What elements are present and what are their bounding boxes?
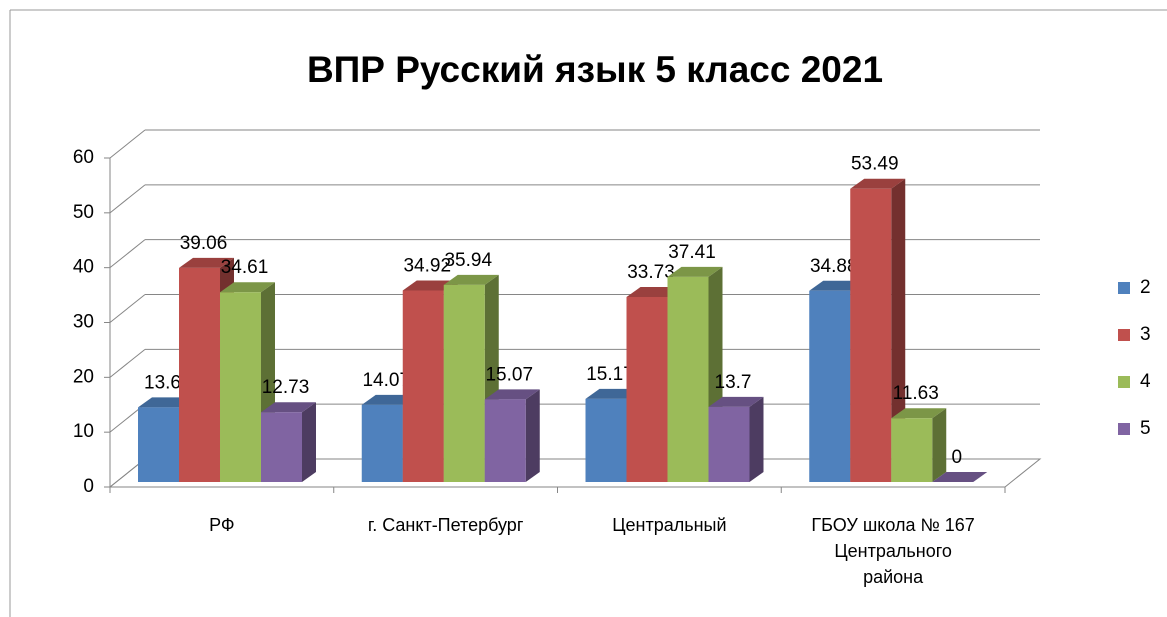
grid-line	[109, 348, 146, 378]
bar-face	[484, 389, 540, 400]
bar-face	[626, 297, 668, 482]
value-label: 34.88	[810, 256, 858, 277]
bar-face	[361, 404, 403, 482]
value-label: 35.94	[444, 250, 492, 271]
bar-face	[484, 399, 526, 482]
bar-face	[667, 276, 709, 482]
bar-face	[261, 402, 316, 413]
y-tick-label: 60	[73, 147, 94, 168]
bar-face	[220, 282, 275, 293]
bar	[667, 266, 723, 482]
bar-face	[708, 406, 750, 482]
y-tick-label: 0	[83, 476, 94, 497]
bar-face	[667, 266, 723, 277]
grid-line	[109, 184, 146, 214]
legend-swatch	[1118, 282, 1130, 294]
value-label: 37.41	[668, 242, 716, 263]
bar-face	[443, 284, 485, 482]
bar-face	[850, 188, 892, 482]
bar	[850, 178, 906, 482]
value-label: 33.73	[627, 262, 675, 283]
bar-face	[809, 290, 851, 482]
chart-title: ВПР Русский язык 5 класс 2021	[307, 49, 883, 90]
value-label: 11.63	[893, 383, 939, 404]
bar-face	[891, 408, 947, 419]
bar	[932, 472, 988, 482]
value-label: 14.07	[362, 370, 410, 391]
value-label: 34.61	[221, 257, 269, 278]
grid-line	[109, 129, 146, 159]
bar-face	[525, 389, 540, 482]
bar-face	[932, 408, 947, 482]
value-label: 39.06	[180, 233, 228, 254]
bar	[484, 389, 540, 482]
bar-face	[138, 407, 179, 482]
bar	[261, 402, 316, 482]
legend-swatch	[1118, 423, 1130, 435]
value-label: 12.73	[262, 377, 310, 398]
grid-line	[109, 294, 146, 323]
bar	[708, 396, 764, 482]
bar-face	[932, 472, 988, 482]
y-tick-label: 30	[73, 312, 94, 333]
x-tick-label: Центральный	[612, 515, 727, 535]
y-tick-label: 50	[73, 202, 94, 223]
value-label: 15.07	[485, 364, 533, 385]
x-tick-label: г. Санкт-Петербург	[367, 515, 524, 535]
bar-face	[302, 402, 316, 482]
bar-face	[220, 292, 261, 482]
bar-face	[443, 274, 499, 285]
value-label: 0	[951, 447, 962, 468]
legend-label: 5	[1140, 418, 1151, 439]
bar-face	[179, 267, 220, 482]
bar-face	[891, 418, 933, 482]
value-label: 53.49	[851, 154, 899, 175]
legend-label: 3	[1140, 324, 1151, 345]
x-tick-label: РФ	[209, 515, 235, 535]
bar-face	[179, 257, 234, 268]
bar	[891, 408, 947, 482]
bar-face	[708, 396, 764, 407]
bar-face	[402, 290, 444, 482]
legend-label: 4	[1140, 371, 1151, 392]
bar-face	[261, 412, 302, 482]
legend-label: 2	[1140, 277, 1151, 298]
value-label: 15.17	[586, 364, 634, 385]
grid-line	[109, 239, 146, 269]
legend-swatch	[1118, 329, 1130, 341]
legend-swatch	[1118, 376, 1130, 388]
bar-face	[891, 178, 906, 482]
y-tick-label: 20	[73, 366, 94, 387]
bar-face	[749, 396, 764, 482]
value-label: 34.92	[403, 256, 451, 277]
bar-face	[585, 398, 627, 482]
value-label: 13.6	[144, 372, 181, 393]
bar-face	[850, 178, 906, 189]
value-label: 13.7	[715, 372, 752, 393]
y-tick-label: 10	[73, 421, 94, 442]
y-tick-label: 40	[73, 257, 94, 278]
x-tick-label: ГБОУ школа № 167 Центрального района	[811, 515, 975, 587]
